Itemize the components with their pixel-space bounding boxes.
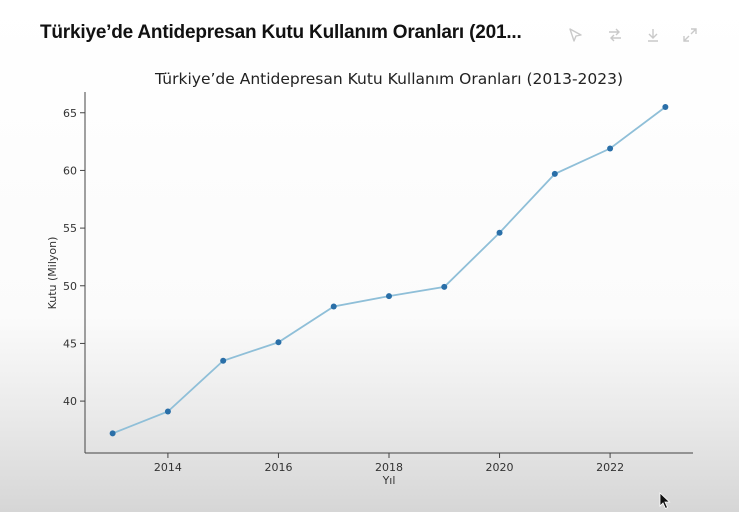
data-point — [220, 357, 227, 364]
header-title: Türkiye’de Antidepresan Kutu Kullanım Or… — [40, 22, 522, 43]
y-tick-label: 45 — [63, 337, 77, 350]
download-icon[interactable] — [642, 24, 664, 46]
chart-header: Türkiye’de Antidepresan Kutu Kullanım Or… — [0, 0, 739, 70]
data-point — [662, 103, 669, 110]
expand-icon[interactable] — [679, 24, 701, 46]
chart-title: Türkiye’de Antidepresan Kutu Kullanım Or… — [154, 70, 623, 88]
data-point — [164, 408, 171, 415]
data-point — [275, 339, 282, 346]
y-tick-label: 40 — [63, 395, 77, 408]
switch-icon[interactable] — [604, 24, 626, 46]
data-point — [109, 430, 116, 437]
x-axis-label: Yıl — [382, 474, 396, 487]
chart-canvas: Türkiye’de Antidepresan Kutu Kullanım Or… — [46, 70, 693, 487]
y-tick-label: 60 — [63, 164, 77, 177]
ticks: 2014 2016 2018 2020 2022 40 45 50 55 60 65 — [63, 107, 624, 474]
data-point — [441, 283, 448, 290]
x-tick-label: 2020 — [486, 461, 514, 474]
series-line — [112, 106, 666, 435]
x-tick-label: 2022 — [596, 461, 624, 474]
data-point — [386, 293, 392, 300]
mouse-cursor-icon — [659, 492, 671, 512]
x-tick-label: 2014 — [154, 461, 182, 474]
x-tick-label: 2016 — [264, 461, 292, 474]
series-group — [109, 103, 669, 437]
data-point — [330, 303, 337, 310]
data-point — [551, 170, 558, 177]
axes — [84, 92, 693, 454]
x-tick-label: 2018 — [375, 461, 403, 474]
y-tick-label: 50 — [63, 280, 77, 293]
chart-style-icon[interactable] — [565, 24, 587, 46]
line-chart: Türkiye’de Antidepresan Kutu Kullanım Or… — [0, 60, 739, 512]
data-point — [496, 229, 503, 236]
y-tick-label: 55 — [63, 222, 77, 235]
y-axis-label: Kutu (Milyon) — [46, 237, 59, 310]
y-tick-label: 65 — [63, 107, 77, 120]
data-point — [607, 145, 614, 152]
